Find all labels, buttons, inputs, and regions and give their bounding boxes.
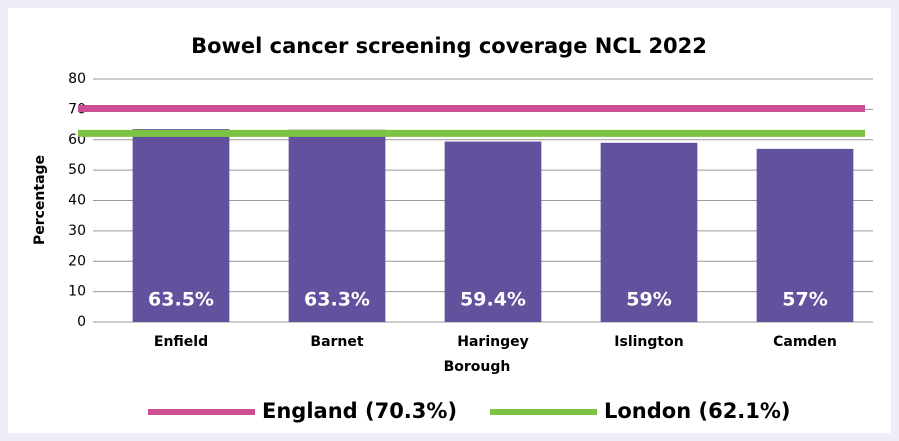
y-tick-label: 20 bbox=[68, 253, 86, 269]
y-axis-label: Percentage bbox=[32, 155, 48, 245]
y-tick-label: 30 bbox=[68, 223, 86, 239]
bar bbox=[756, 148, 854, 322]
bar bbox=[444, 141, 542, 322]
data-label: 59% bbox=[626, 289, 671, 311]
chart-title: Bowel cancer screening coverage NCL 2022 bbox=[191, 34, 707, 58]
y-tick-label: 0 bbox=[77, 314, 86, 330]
x-tick-label: Enfield bbox=[154, 334, 208, 350]
data-label: 59.4% bbox=[460, 289, 526, 311]
data-label: 57% bbox=[782, 289, 827, 311]
y-tick-label: 10 bbox=[68, 284, 86, 300]
x-axis-label: Borough bbox=[444, 359, 511, 375]
y-tick-label: 80 bbox=[68, 71, 86, 87]
x-tick-label: Barnet bbox=[310, 334, 363, 350]
legend-label: England (70.3%) bbox=[262, 399, 457, 423]
bar bbox=[288, 129, 386, 322]
x-tick-label: Haringey bbox=[457, 334, 528, 350]
data-label: 63.3% bbox=[304, 289, 370, 311]
legend-label: London (62.1%) bbox=[604, 399, 791, 423]
data-label: 63.5% bbox=[148, 289, 214, 311]
bar bbox=[600, 142, 698, 322]
y-tick-label: 40 bbox=[68, 193, 86, 209]
x-tick-label: Islington bbox=[614, 334, 683, 350]
y-tick-label: 50 bbox=[68, 162, 86, 178]
bar bbox=[132, 129, 230, 322]
x-tick-label: Camden bbox=[773, 334, 837, 350]
